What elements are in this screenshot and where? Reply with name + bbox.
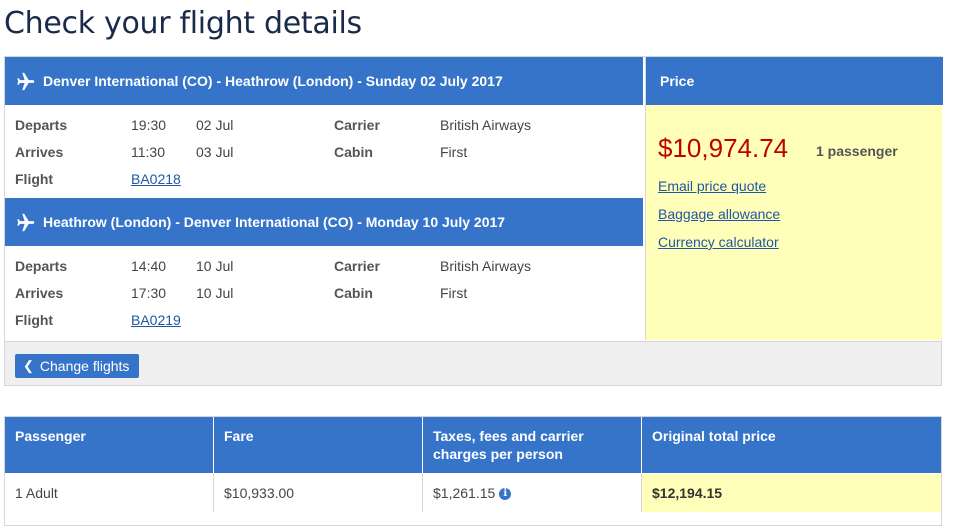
fare-table: Passenger Fare Taxes, fees and carrier c…	[4, 416, 942, 526]
cell-total: $12,194.15	[642, 474, 941, 512]
flight-number-link[interactable]: BA0218	[131, 171, 181, 187]
taxes-value: $1,261.15	[433, 485, 496, 501]
column-header-total: Original total price	[642, 417, 941, 473]
outbound-arrives-row: Arrives 11:30 03 Jul Cabin First	[5, 139, 643, 166]
departs-label: Departs	[15, 258, 68, 274]
baggage-allowance-link[interactable]: Baggage allowance	[658, 206, 781, 222]
outbound-flight-header: Denver International (CO) - Heathrow (Lo…	[5, 57, 643, 105]
departs-time: 19:30	[131, 117, 167, 133]
flight-label: Flight	[15, 171, 54, 187]
cabin-value: First	[440, 285, 468, 301]
carrier-label: Carrier	[334, 117, 380, 133]
departs-time: 14:40	[131, 258, 167, 274]
price-amount: $10,974.74	[658, 133, 789, 163]
flight-number-link[interactable]: BA0219	[131, 312, 181, 328]
plane-icon	[17, 213, 35, 232]
cabin-label: Cabin	[334, 144, 373, 160]
cell-taxes: $1,261.15 i	[423, 474, 642, 512]
plane-icon	[17, 72, 35, 91]
column-header-taxes: Taxes, fees and carrier charges per pers…	[423, 417, 642, 473]
arrives-time: 11:30	[131, 144, 165, 160]
inbound-route: Heathrow (London) - Denver International…	[43, 214, 506, 230]
info-icon[interactable]: i	[499, 488, 512, 501]
outbound-route: Denver International (CO) - Heathrow (Lo…	[43, 73, 503, 89]
change-flights-bar: ❮ Change flights	[5, 341, 941, 385]
flights-column: Denver International (CO) - Heathrow (Lo…	[5, 57, 643, 340]
departs-label: Departs	[15, 117, 68, 133]
departs-date: 10 Jul	[196, 258, 234, 274]
chevron-left-icon: ❮	[23, 358, 34, 373]
inbound-arrives-row: Arrives 17:30 10 Jul Cabin First	[5, 280, 643, 307]
arrives-time: 17:30	[131, 285, 167, 301]
currency-calculator-link[interactable]: Currency calculator	[658, 234, 779, 250]
inbound-departs-row: Departs 14:40 10 Jul Carrier British Air…	[5, 253, 643, 280]
passenger-count: 1 passenger	[816, 143, 898, 159]
outbound-departs-row: Departs 19:30 02 Jul Carrier British Air…	[5, 112, 643, 139]
cell-fare: $10,933.00	[214, 474, 423, 512]
price-header: Price	[646, 57, 943, 105]
change-flights-button[interactable]: ❮ Change flights	[15, 354, 140, 378]
change-flights-label: Change flights	[39, 358, 130, 374]
inbound-flight-row: Flight BA0219	[5, 307, 643, 334]
column-header-passenger: Passenger	[5, 417, 214, 473]
cabin-label: Cabin	[334, 285, 373, 301]
price-panel: Price $10,974.74 1 passenger Email price…	[645, 57, 943, 340]
cabin-value: First	[440, 144, 468, 160]
carrier-value: British Airways	[440, 117, 532, 133]
departs-date: 02 Jul	[196, 117, 234, 133]
page-title: Check your flight details	[4, 6, 362, 41]
inbound-flight-header: Heathrow (London) - Denver International…	[5, 198, 643, 246]
carrier-label: Carrier	[334, 258, 380, 274]
outbound-flight-row: Flight BA0218	[5, 166, 643, 193]
arrives-label: Arrives	[15, 144, 64, 160]
arrives-date: 03 Jul	[196, 144, 234, 160]
carrier-value: British Airways	[440, 258, 532, 274]
email-price-quote-link[interactable]: Email price quote	[658, 178, 767, 194]
cell-passenger: 1 Adult	[5, 474, 214, 512]
flight-details-panel: Denver International (CO) - Heathrow (Lo…	[4, 56, 943, 386]
arrives-label: Arrives	[15, 285, 64, 301]
column-header-fare: Fare	[214, 417, 423, 473]
flight-label: Flight	[15, 312, 54, 328]
arrives-date: 10 Jul	[196, 285, 234, 301]
